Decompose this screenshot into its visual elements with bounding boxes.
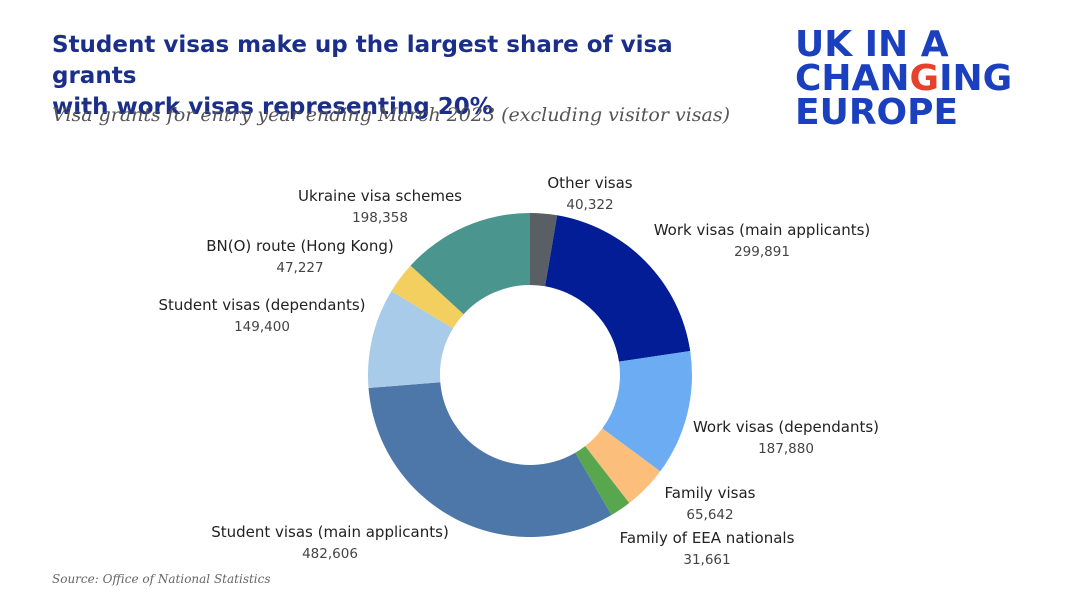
slice-bn-o-route-hong-kong — [391, 265, 464, 329]
slice-label-work-visas-dependants: Work visas (dependants) — [693, 418, 879, 436]
slice-other-visas — [530, 213, 558, 287]
logo-line-2: CHANGING — [795, 61, 1025, 97]
slice-family-of-eea-nationals — [575, 446, 630, 516]
logo-line-3: EUROPE — [795, 92, 959, 133]
slice-family-visas — [585, 428, 661, 504]
slice-value-work-visas-main-applicants: 299,891 — [734, 244, 790, 260]
slice-value-student-visas-dependants: 149,400 — [234, 319, 290, 335]
donut-slices — [368, 213, 693, 537]
slice-labels: Other visas 40,322 Work visas (main applic… — [158, 174, 879, 568]
logo-line-2-pre: CHAN — [795, 58, 910, 99]
logo-line-2-accent: G — [909, 58, 940, 99]
slice-value-student-visas-main-applicants: 482,606 — [302, 546, 358, 562]
slice-label-work-visas-main-applicants: Work visas (main applicants) — [654, 221, 871, 239]
slice-value-other-visas: 40,322 — [566, 197, 613, 213]
logo-line-1: UK IN A — [795, 24, 949, 65]
uk-in-a-changing-europe-logo: UK IN A CHANGING EUROPE — [795, 24, 1025, 133]
slice-work-visas-dependants — [602, 351, 693, 472]
slice-value-family-of-eea-nationals: 31,661 — [683, 552, 730, 568]
slice-value-ukraine-visa-schemes: 198,358 — [352, 210, 408, 226]
logo-line-2-post: ING — [939, 58, 1013, 99]
slice-value-bn-o-route-hong-kong: 47,227 — [276, 260, 323, 276]
slice-label-family-visas: Family visas — [665, 484, 756, 502]
slice-label-bn-o-route-hong-kong: BN(O) route (Hong Kong) — [206, 237, 393, 255]
slice-value-work-visas-dependants: 187,880 — [758, 441, 814, 457]
slice-student-visas-main-applicants — [368, 382, 612, 537]
slice-label-student-visas-main-applicants: Student visas (main applicants) — [211, 523, 449, 541]
slice-label-other-visas: Other visas — [547, 174, 632, 192]
slice-work-visas-main-applicants — [545, 215, 691, 362]
title-line-1: Student visas make up the largest share … — [52, 32, 673, 89]
chart-subtitle: Visa grants for entry year ending March … — [52, 104, 731, 126]
slice-value-family-visas: 65,642 — [686, 507, 733, 523]
source-note: Source: Office of National Statistics — [52, 572, 271, 586]
slice-label-ukraine-visa-schemes: Ukraine visa schemes — [298, 187, 462, 205]
slice-ukraine-visa-schemes — [410, 213, 530, 315]
slice-student-visas-dependants — [368, 291, 453, 389]
chart-title: Student visas make up the largest share … — [52, 30, 752, 123]
title-line-2: with work visas representing 20% — [52, 94, 493, 120]
slice-label-family-of-eea-nationals: Family of EEA nationals — [620, 529, 795, 547]
slice-label-student-visas-dependants: Student visas (dependants) — [158, 296, 365, 314]
